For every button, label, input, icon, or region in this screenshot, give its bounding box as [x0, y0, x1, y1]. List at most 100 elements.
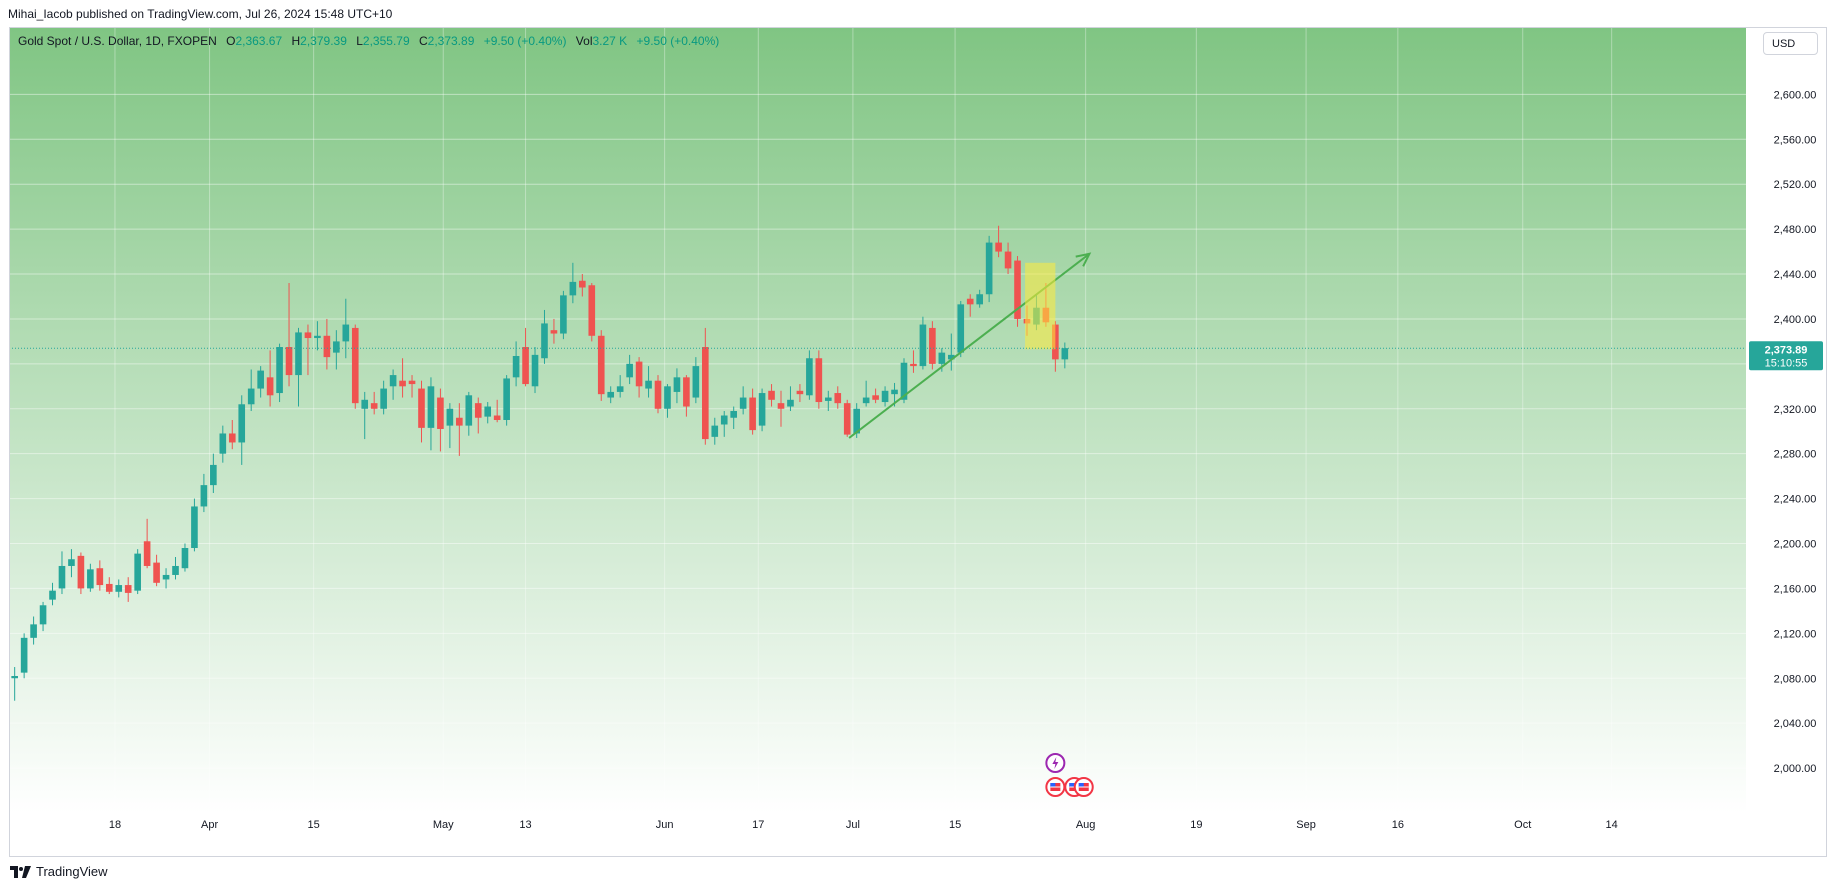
candle: [739, 386, 747, 415]
flag-canton: [1050, 783, 1056, 787]
candle-body: [456, 417, 463, 426]
candle-body: [749, 397, 756, 431]
price-tick-label: 2,120.00: [1774, 628, 1817, 640]
candle: [58, 551, 66, 595]
tradingview-brand[interactable]: TradingView: [10, 864, 108, 879]
event-markers[interactable]: [1045, 753, 1094, 797]
candle-body: [446, 408, 454, 426]
candle: [1061, 342, 1069, 369]
candle: [626, 354, 633, 385]
candle: [276, 343, 283, 403]
low-value: 2,355.79: [362, 34, 410, 48]
candle-body: [711, 425, 719, 437]
price-chart[interactable]: 2,000.00 2,040.00 2,080.00 2,120.00 2,160.00…: [9, 27, 1825, 855]
candle-body: [692, 366, 700, 398]
candle-body: [172, 565, 179, 575]
candle: [11, 667, 18, 701]
candle-body: [181, 548, 189, 569]
candle: [910, 350, 917, 373]
candle-body: [351, 327, 359, 404]
candle-body: [238, 404, 246, 443]
candle-body: [285, 347, 293, 376]
candle-body: [39, 605, 47, 625]
candle-body: [787, 399, 794, 407]
candle: [749, 388, 756, 435]
candle: [427, 377, 435, 451]
candle: [143, 518, 151, 569]
candle-body: [635, 361, 643, 387]
candle: [720, 411, 728, 437]
candle-body: [815, 358, 823, 403]
time-axis[interactable]: ar18Apr15May13Jun17Jul15Aug19Sep16Oct14: [9, 819, 1618, 831]
candle: [247, 369, 255, 412]
candle-body: [49, 590, 56, 600]
candle-body: [872, 395, 879, 400]
time-tick-label: 13: [519, 819, 531, 831]
candle-body: [597, 335, 605, 395]
candle-body: [824, 397, 832, 401]
candle: [257, 366, 264, 398]
price-tick-label: 2,560.00: [1774, 134, 1817, 146]
candle: [191, 498, 198, 552]
earnings-event-icon[interactable]: [1045, 753, 1066, 773]
candle-body: [664, 386, 671, 409]
candle-body: [616, 386, 624, 392]
candle: [796, 384, 804, 403]
candle: [49, 582, 56, 606]
candle-body: [919, 324, 927, 367]
drawings[interactable]: [9, 252, 1746, 439]
candle: [323, 318, 331, 370]
candle-body: [768, 390, 775, 400]
candle-body: [96, 568, 104, 586]
candle: [87, 563, 94, 592]
candle: [408, 375, 416, 398]
trend-arrow-head: [1075, 252, 1092, 267]
candle: [399, 358, 406, 398]
candle-body: [607, 391, 615, 398]
candle: [465, 391, 473, 436]
candle-body: [162, 574, 170, 580]
candle-body: [437, 397, 444, 429]
candle: [673, 368, 681, 404]
candle: [664, 384, 671, 418]
low-label: L: [356, 34, 363, 48]
price-tick-label: 2,080.00: [1774, 673, 1817, 685]
candle: [124, 577, 132, 602]
candle: [162, 568, 170, 589]
candle-body: [333, 341, 340, 353]
candle-body: [588, 285, 596, 336]
candle-body: [380, 388, 387, 409]
candle: [228, 420, 236, 450]
candle-body: [295, 332, 302, 376]
candle: [645, 366, 652, 398]
candle: [787, 386, 794, 412]
candle-body: [947, 354, 955, 360]
us-economic-event-icon[interactable]: [1073, 777, 1094, 797]
candle-body: [247, 388, 255, 405]
candle: [881, 386, 889, 407]
us-economic-event-icon[interactable]: [1045, 777, 1066, 797]
candle-body: [522, 347, 529, 385]
candle-body: [503, 378, 510, 420]
candle-body: [200, 485, 208, 507]
price-tick-label: 2,200.00: [1774, 539, 1817, 551]
candle-body: [77, 555, 85, 589]
candle: [370, 391, 378, 415]
candle: [314, 321, 321, 351]
candle-body: [493, 415, 501, 420]
candle-body: [191, 506, 198, 549]
candle-body: [938, 352, 946, 364]
symbol-title[interactable]: Gold Spot / U.S. Dollar, 1D, FXOPEN: [18, 34, 217, 48]
currency-button[interactable]: USD: [1763, 32, 1818, 55]
candle-body: [881, 390, 889, 403]
candle: [966, 294, 974, 317]
candle-body: [853, 408, 860, 434]
candle-body: [910, 363, 917, 367]
chart-frame: [9, 27, 1827, 857]
open-value: 2,363.67: [235, 34, 283, 48]
candle: [541, 309, 548, 364]
candle: [361, 391, 369, 440]
price-tick-label: 2,040.00: [1774, 718, 1817, 730]
candle-body: [654, 380, 662, 409]
candle: [474, 397, 482, 434]
